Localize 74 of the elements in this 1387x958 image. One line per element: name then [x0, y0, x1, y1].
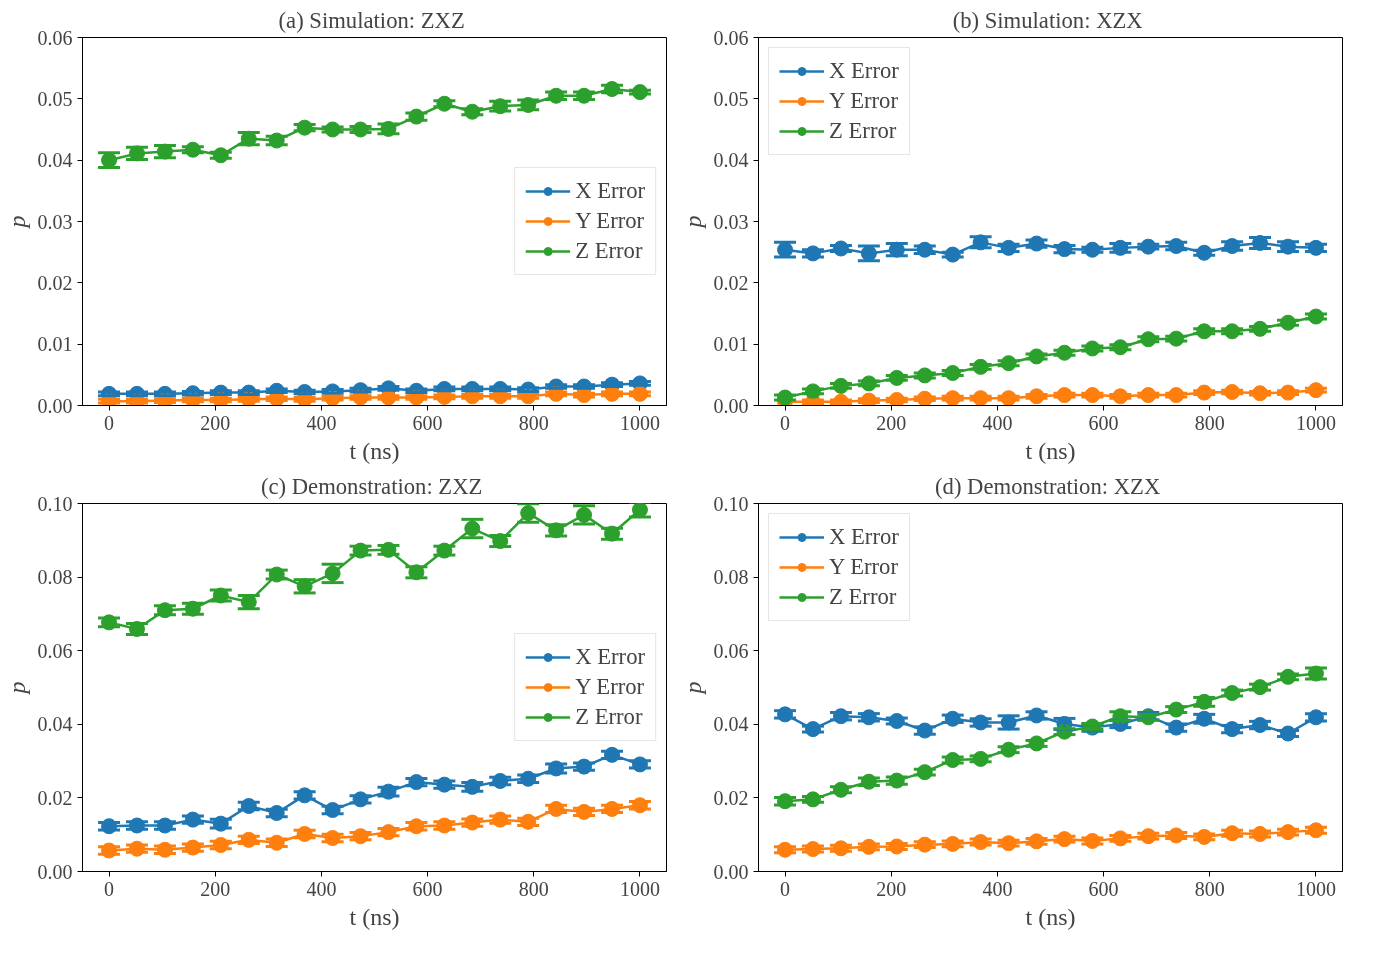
y-tick-label: 0.10	[713, 492, 749, 515]
legend-label: X Error	[575, 178, 645, 204]
x-tick-label: 400	[982, 411, 1013, 434]
y-axis-title: p	[679, 215, 706, 230]
legend-label: Z Error	[575, 704, 643, 730]
x-tick-label: 800	[518, 411, 549, 434]
y-tick-label: 0.04	[713, 149, 749, 172]
x-tick-label: 800	[1194, 877, 1225, 900]
y-tick-label: 0.01	[713, 333, 749, 356]
x-tick-label: 0	[104, 411, 115, 434]
x-axis-title: t (ns)	[349, 437, 400, 464]
y-tick-label: 0.06	[713, 26, 749, 49]
y-tick-label: 0.00	[713, 394, 749, 417]
y-tick-label: 0.04	[37, 713, 73, 736]
x-tick-label: 200	[200, 411, 231, 434]
y-tick-label: 0.02	[713, 271, 749, 294]
legend-label: Z Error	[829, 118, 897, 144]
legend-label: Z Error	[575, 238, 643, 264]
y-tick-label: 0.05	[713, 87, 749, 110]
y-axis-title: p	[679, 681, 706, 696]
x-tick-label: 1000	[619, 877, 660, 900]
chart-title: (d) Demonstration: XZX	[935, 473, 1161, 499]
x-axis-title: t (ns)	[1025, 903, 1076, 930]
y-tick-label: 0.02	[37, 271, 73, 294]
y-tick-label: 0.03	[37, 210, 73, 233]
y-tick-label: 0.02	[713, 786, 749, 809]
y-tick-label: 0.05	[37, 87, 73, 110]
x-tick-label: 400	[982, 877, 1013, 900]
x-axis-title: t (ns)	[1025, 437, 1076, 464]
x-tick-label: 600	[412, 411, 443, 434]
y-tick-label: 0.06	[713, 639, 749, 662]
x-tick-label: 800	[518, 877, 549, 900]
x-tick-label: 200	[876, 877, 907, 900]
y-tick-label: 0.00	[37, 860, 73, 883]
legend-label: Y Error	[575, 208, 645, 234]
y-tick-label: 0.02	[37, 786, 73, 809]
x-tick-label: 0	[780, 411, 791, 434]
y-tick-label: 0.04	[713, 713, 749, 736]
x-tick-label: 0	[104, 877, 115, 900]
x-tick-label: 600	[1088, 877, 1119, 900]
legend-label: X Error	[829, 524, 899, 550]
chart-title: (a) Simulation: ZXZ	[278, 7, 465, 33]
y-axis-title: p	[3, 681, 30, 696]
x-tick-label: 0	[780, 877, 791, 900]
y-tick-label: 0.08	[37, 566, 73, 589]
x-tick-label: 400	[306, 877, 337, 900]
x-tick-label: 800	[1194, 411, 1225, 434]
y-tick-label: 0.03	[713, 210, 749, 233]
x-tick-label: 1000	[1295, 411, 1336, 434]
x-tick-label: 400	[306, 411, 337, 434]
legend-label: Y Error	[829, 554, 898, 580]
chart-title: (c) Demonstration: ZXZ	[260, 473, 483, 499]
x-tick-label: 200	[876, 411, 907, 434]
legend-label: Y Error	[829, 88, 898, 114]
x-tick-label: 600	[412, 877, 443, 900]
y-tick-label: 0.08	[713, 566, 749, 589]
legend-label: Z Error	[829, 584, 897, 610]
x-tick-label: 1000	[1295, 877, 1336, 900]
y-tick-label: 0.06	[37, 639, 73, 662]
y-tick-label: 0.01	[37, 333, 73, 356]
x-tick-label: 600	[1088, 411, 1119, 434]
legend-label: X Error	[575, 644, 645, 670]
y-tick-label: 0.10	[37, 492, 73, 515]
x-tick-label: 1000	[619, 411, 660, 434]
x-tick-label: 200	[200, 877, 231, 900]
y-tick-label: 0.00	[37, 394, 73, 417]
y-tick-label: 0.06	[37, 26, 73, 49]
chart-title: (b) Simulation: XZX	[952, 7, 1143, 33]
y-axis-title: p	[3, 215, 30, 230]
y-tick-label: 0.04	[37, 149, 73, 172]
y-tick-label: 0.00	[713, 860, 749, 883]
legend-label: Y Error	[575, 674, 645, 700]
x-axis-title: t (ns)	[349, 903, 400, 930]
legend-label: X Error	[829, 58, 899, 84]
